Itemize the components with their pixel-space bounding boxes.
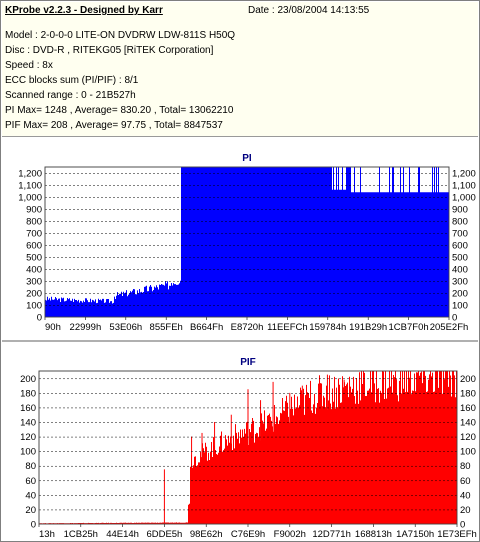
x-tick-label: 191B29h bbox=[349, 322, 387, 333]
x-tick-label: 12D771h bbox=[312, 529, 351, 540]
y-tick-label-right: 120 bbox=[460, 432, 476, 443]
y-tick-label-left: 200 bbox=[26, 289, 42, 300]
x-tick-label: 855FEh bbox=[150, 322, 183, 333]
x-tick-label: B664Fh bbox=[190, 322, 223, 333]
y-tick-label-left: 0 bbox=[31, 520, 36, 531]
y-tick-label-right: 0 bbox=[452, 313, 457, 324]
y-tick-label-left: 800 bbox=[26, 217, 42, 228]
y-tick-label-left: 600 bbox=[26, 241, 42, 252]
chart-title: PIF bbox=[240, 357, 256, 368]
y-tick-label-left: 100 bbox=[20, 447, 36, 458]
plot-frame bbox=[38, 370, 458, 525]
y-tick-label-left: 60 bbox=[25, 476, 36, 487]
y-tick-label-right: 300 bbox=[452, 277, 468, 288]
pif-stats: PIF Max= 208 , Average= 97.75 , Total= 8… bbox=[5, 120, 223, 131]
y-tick-label-left: 20 bbox=[25, 505, 36, 516]
x-tick-label: 53E06h bbox=[109, 322, 142, 333]
x-tick-label: 1E73EFh bbox=[437, 529, 477, 540]
x-tick-label: 1CB7F0h bbox=[389, 322, 429, 333]
y-tick-label-right: 20 bbox=[460, 505, 471, 516]
x-tick-label: E8720h bbox=[231, 322, 264, 333]
y-tick-label-left: 180 bbox=[20, 388, 36, 399]
x-tick-label: 90h bbox=[45, 322, 61, 333]
ecc-info: ECC blocks sum (PI/PIF) : 8/1 bbox=[5, 75, 139, 86]
y-tick-label-right: 1,100 bbox=[452, 181, 476, 192]
y-tick-label-left: 400 bbox=[26, 265, 42, 276]
y-tick-label-right: 180 bbox=[460, 388, 476, 399]
y-tick-label-right: 60 bbox=[460, 476, 471, 487]
x-tick-label: 205E2Fh bbox=[430, 322, 469, 333]
y-tick-label-right: 0 bbox=[460, 520, 465, 531]
chart-title: PI bbox=[242, 153, 252, 164]
scan-range: Scanned range : 0 - 21B527h bbox=[5, 90, 136, 101]
scan-date: Date : 23/08/2004 14:13:55 bbox=[248, 5, 370, 16]
y-tick-label-left: 1,200 bbox=[18, 169, 42, 180]
bar-series bbox=[45, 167, 449, 317]
y-tick-label-left: 100 bbox=[26, 301, 42, 312]
y-tick-label-right: 600 bbox=[452, 241, 468, 252]
y-tick-label-right: 100 bbox=[460, 447, 476, 458]
y-tick-label-right: 80 bbox=[460, 461, 471, 472]
y-tick-label-right: 140 bbox=[460, 418, 476, 429]
y-tick-label-right: 700 bbox=[452, 229, 468, 240]
plot-frame bbox=[44, 166, 450, 318]
pif-chart: PIF 0 0 20 20 40 40 60 60 80 80 100 100 120 120 140 140 1… bbox=[20, 357, 477, 540]
y-tick-label-right: 160 bbox=[460, 403, 476, 414]
x-tick-label: 11EEFCh bbox=[267, 322, 307, 333]
y-tick-label-left: 80 bbox=[25, 461, 36, 472]
drive-model: Model : 2-0-0-0 LITE-ON DVDRW LDW-811S H… bbox=[5, 30, 236, 41]
y-tick-label-left: 0 bbox=[37, 313, 42, 324]
x-tick-label: 98E62h bbox=[190, 529, 223, 540]
y-tick-label-left: 500 bbox=[26, 253, 42, 264]
y-tick-label-right: 200 bbox=[452, 289, 468, 300]
y-tick-label-left: 160 bbox=[20, 403, 36, 414]
y-tick-label-left: 140 bbox=[20, 418, 36, 429]
y-tick-label-left: 200 bbox=[20, 374, 36, 385]
x-tick-label: 159784h bbox=[309, 322, 346, 333]
panel-divider bbox=[2, 340, 478, 342]
y-tick-label-right: 1,200 bbox=[452, 169, 476, 180]
x-tick-label: F9002h bbox=[274, 529, 306, 540]
y-tick-label-left: 900 bbox=[26, 205, 42, 216]
x-tick-label: C76E9h bbox=[231, 529, 265, 540]
y-tick-label-right: 100 bbox=[452, 301, 468, 312]
y-tick-label-right: 800 bbox=[452, 217, 468, 228]
info-header: KProbe v2.2.3 - Designed by Karr Date : … bbox=[2, 2, 478, 137]
y-tick-label-left: 1,000 bbox=[18, 193, 42, 204]
y-tick-label-right: 900 bbox=[452, 205, 468, 216]
x-tick-label: 22999h bbox=[70, 322, 102, 333]
app-title: KProbe v2.2.3 - Designed by Karr bbox=[5, 5, 163, 16]
x-tick-label: 1CB25h bbox=[64, 529, 98, 540]
y-tick-label-right: 40 bbox=[460, 490, 471, 501]
pi-stats: PI Max= 1248 , Average= 830.20 , Total= … bbox=[5, 105, 234, 116]
x-tick-label: 6DDE5h bbox=[146, 529, 182, 540]
y-tick-label-right: 1,000 bbox=[452, 193, 476, 204]
data-bars bbox=[45, 167, 449, 317]
y-tick-label-left: 300 bbox=[26, 277, 42, 288]
x-tick-label: 1A7150h bbox=[396, 529, 434, 540]
y-tick-label-left: 700 bbox=[26, 229, 42, 240]
disc-info: Disc : DVD-R , RITEKG05 [RiTEK Corporati… bbox=[5, 45, 214, 56]
y-tick-label-left: 120 bbox=[20, 432, 36, 443]
y-tick-label-right: 500 bbox=[452, 253, 468, 264]
y-tick-label-right: 200 bbox=[460, 374, 476, 385]
x-tick-label: 13h bbox=[39, 529, 55, 540]
speed-info: Speed : 8x bbox=[5, 60, 53, 71]
x-tick-label: 44E14h bbox=[106, 529, 139, 540]
y-tick-label-left: 1,100 bbox=[18, 181, 42, 192]
y-tick-label-right: 400 bbox=[452, 265, 468, 276]
y-tick-label-left: 40 bbox=[25, 490, 36, 501]
x-tick-label: 168813h bbox=[355, 529, 392, 540]
